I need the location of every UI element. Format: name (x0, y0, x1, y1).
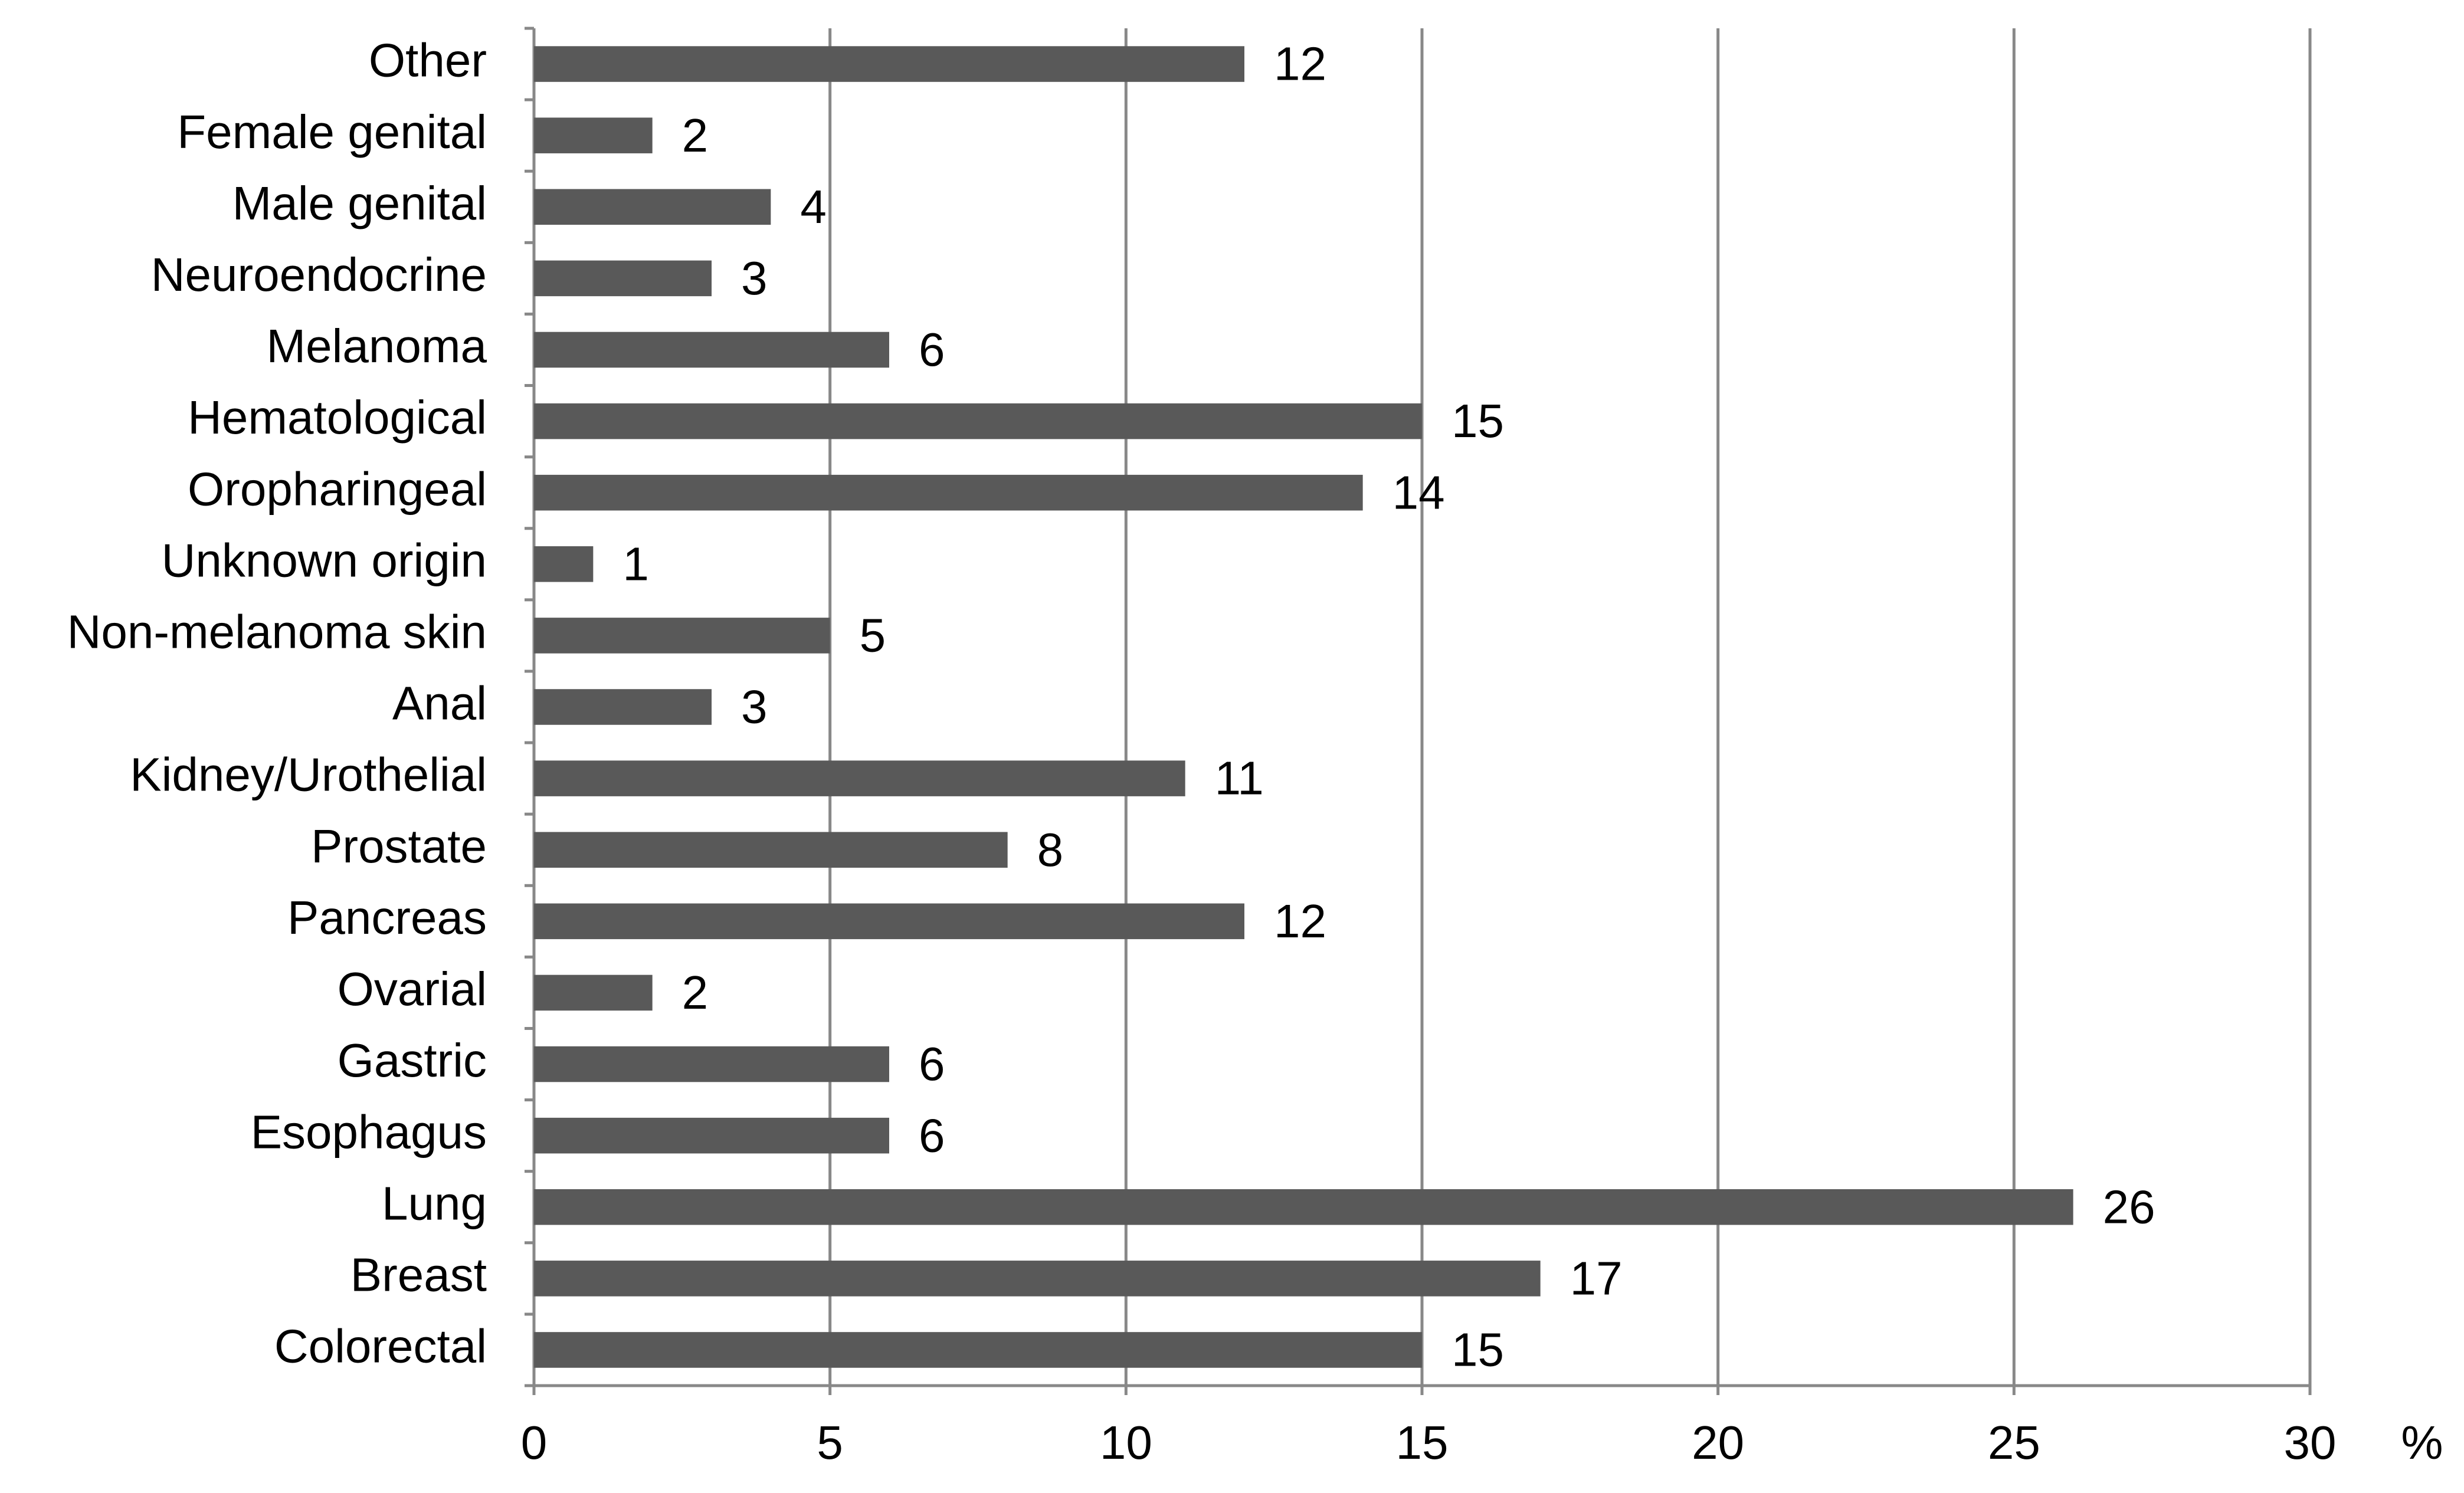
bar (534, 1261, 1541, 1297)
value-label: 14 (1392, 466, 1445, 519)
y-tick-label: Colorectal (274, 1320, 487, 1373)
value-label: 3 (741, 681, 768, 733)
bar (534, 332, 889, 368)
bar (534, 1046, 889, 1082)
x-tick-label: 0 (521, 1416, 548, 1469)
bar (534, 760, 1185, 796)
value-label: 26 (2103, 1180, 2155, 1233)
y-tick-label: Non-melanoma skin (67, 606, 487, 658)
bar (534, 117, 653, 153)
y-tick-label: Esophagus (251, 1105, 487, 1158)
y-tick-label: Female genital (177, 106, 487, 158)
y-tick-label: Hematological (188, 391, 487, 444)
bar (534, 260, 712, 297)
value-label: 15 (1451, 1324, 1504, 1376)
x-tick-label: 15 (1396, 1416, 1449, 1469)
bar (534, 46, 1244, 82)
value-label: 11 (1215, 752, 1264, 805)
y-tick-label: Prostate (311, 820, 487, 872)
y-tick-label: Ovarial (338, 963, 487, 1015)
bar (534, 1117, 889, 1154)
x-tick-label: 5 (817, 1416, 843, 1469)
value-label: 6 (919, 1038, 945, 1090)
x-tick-label: 30 (2284, 1416, 2337, 1469)
y-tick-label: Oropharingeal (188, 462, 487, 515)
bar (534, 1189, 2073, 1225)
bar (534, 1332, 1422, 1368)
value-label: 3 (741, 252, 768, 304)
bar (534, 618, 830, 654)
bar (534, 689, 712, 725)
value-label: 2 (682, 109, 709, 162)
value-label: 6 (919, 323, 945, 376)
bar (534, 903, 1244, 940)
y-tick-label: Unknown origin (162, 534, 487, 586)
y-tick-label: Male genital (232, 177, 487, 229)
y-tick-label: Lung (382, 1177, 487, 1229)
bar (534, 974, 653, 1011)
value-label: 1 (622, 537, 649, 590)
value-label: 15 (1451, 395, 1504, 447)
x-axis-label: % (2401, 1416, 2443, 1469)
y-tick-label: Kidney/Urothelial (130, 749, 487, 801)
x-tick-label: 10 (1100, 1416, 1152, 1469)
value-label: 12 (1274, 895, 1326, 947)
x-tick-label: 20 (1692, 1416, 1744, 1469)
y-tick-label: Anal (392, 677, 487, 730)
value-label: 6 (919, 1109, 945, 1161)
value-label: 2 (682, 966, 709, 1019)
y-tick-label: Neuroendocrine (151, 248, 487, 301)
bar (534, 189, 771, 225)
bar (534, 403, 1422, 439)
value-label: 5 (860, 609, 886, 662)
y-tick-label: Pancreas (287, 891, 487, 944)
value-label: 8 (1037, 823, 1064, 876)
bar (534, 832, 1008, 868)
value-label: 4 (800, 181, 827, 233)
value-label: 17 (1570, 1252, 1623, 1304)
y-tick-label: Gastric (338, 1034, 487, 1087)
bar (534, 546, 594, 582)
x-tick-label: 25 (1988, 1416, 2040, 1469)
y-tick-label: Other (369, 34, 487, 87)
y-tick-label: Melanoma (266, 320, 487, 372)
value-label: 12 (1274, 38, 1326, 90)
bar (534, 474, 1363, 511)
y-tick-label: Breast (350, 1248, 487, 1301)
